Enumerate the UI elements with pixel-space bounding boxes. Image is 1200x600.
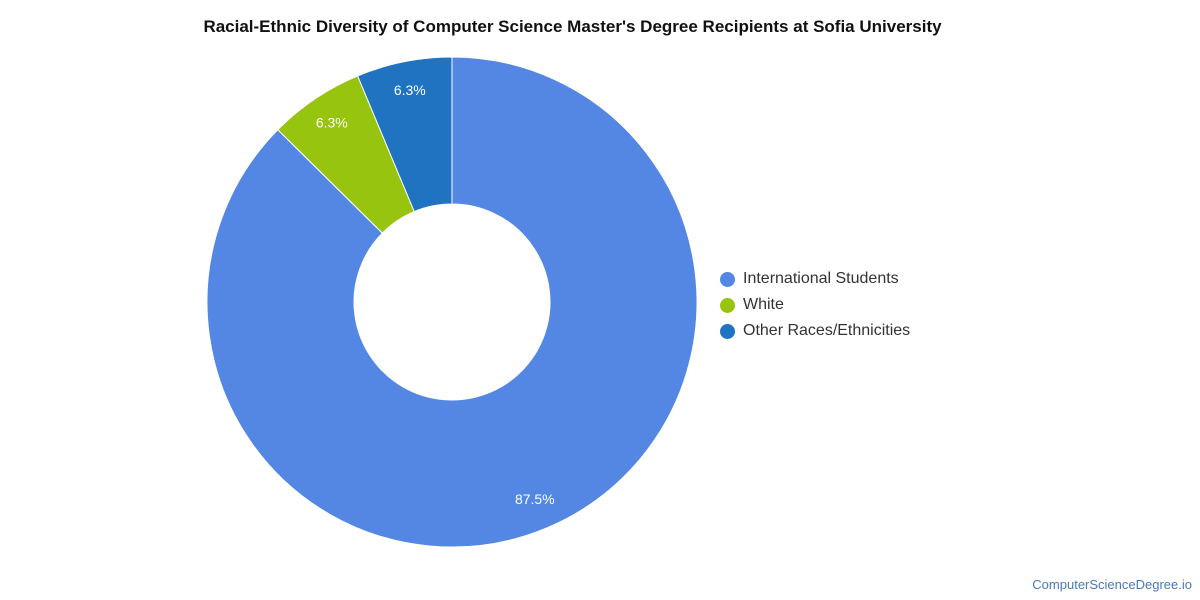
legend-item-other-races-ethnicities[interactable]: Other Races/Ethnicities [720, 318, 910, 344]
legend: International Students White Other Races… [720, 266, 910, 344]
legend-label: International Students [743, 270, 899, 287]
site-credit-link[interactable]: ComputerScienceDegree.io [1032, 577, 1192, 592]
legend-label: Other Races/Ethnicities [743, 322, 911, 339]
legend-item-international-students[interactable]: International Students [720, 266, 910, 292]
slice-value-label: 6.3% [394, 82, 426, 98]
slices-group [206, 56, 698, 548]
chart-title: Racial-Ethnic Diversity of Computer Scie… [203, 17, 942, 36]
slice-value-label: 87.5% [515, 491, 555, 507]
legend-swatch-icon [720, 271, 735, 287]
legend-item-white[interactable]: White [720, 292, 910, 318]
slice-value-label: 6.3% [316, 114, 348, 130]
legend-label: White [743, 296, 784, 313]
slice-other-races-ethnicities[interactable] [356, 56, 453, 213]
slice-international-students[interactable] [206, 56, 698, 548]
legend-swatch-icon [720, 297, 735, 313]
legend-swatch-icon [720, 323, 735, 339]
labels-group: 87.5% 6.3% 6.3% [316, 82, 555, 507]
